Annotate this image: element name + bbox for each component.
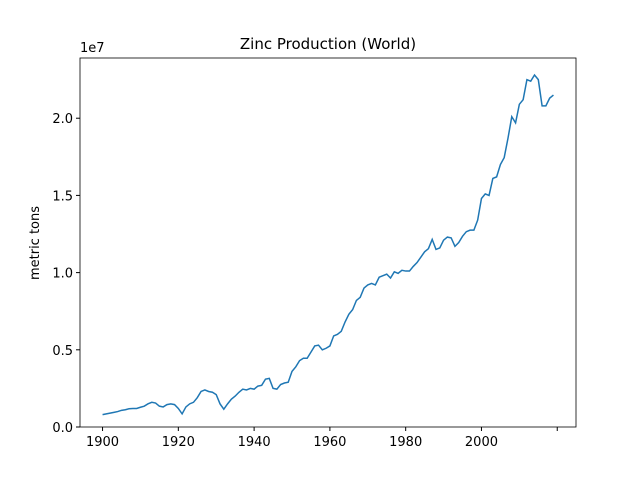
data-line [102,73,554,416]
x-tick-label: 1980 [389,435,422,450]
x-tick-label: 1920 [162,435,195,450]
plot-frame [79,57,577,428]
y-tick-label: 1.5 [52,189,73,204]
y-tick-label: 1.0 [52,267,73,282]
y-tick-label: 2.0 [52,112,73,127]
x-tick-label: 1940 [238,435,271,450]
x-tick-label: 2000 [465,435,498,450]
y-tick-label: 0.0 [52,421,73,436]
x-tick-label: 1960 [313,435,346,450]
y-offset-label: 1e7 [80,41,105,56]
y-tick-label: 0.5 [52,344,73,359]
x-tick-label: 1900 [86,435,119,450]
chart-title: Zinc Production (World) [240,35,416,53]
y-axis-label: metric tons [28,206,43,280]
